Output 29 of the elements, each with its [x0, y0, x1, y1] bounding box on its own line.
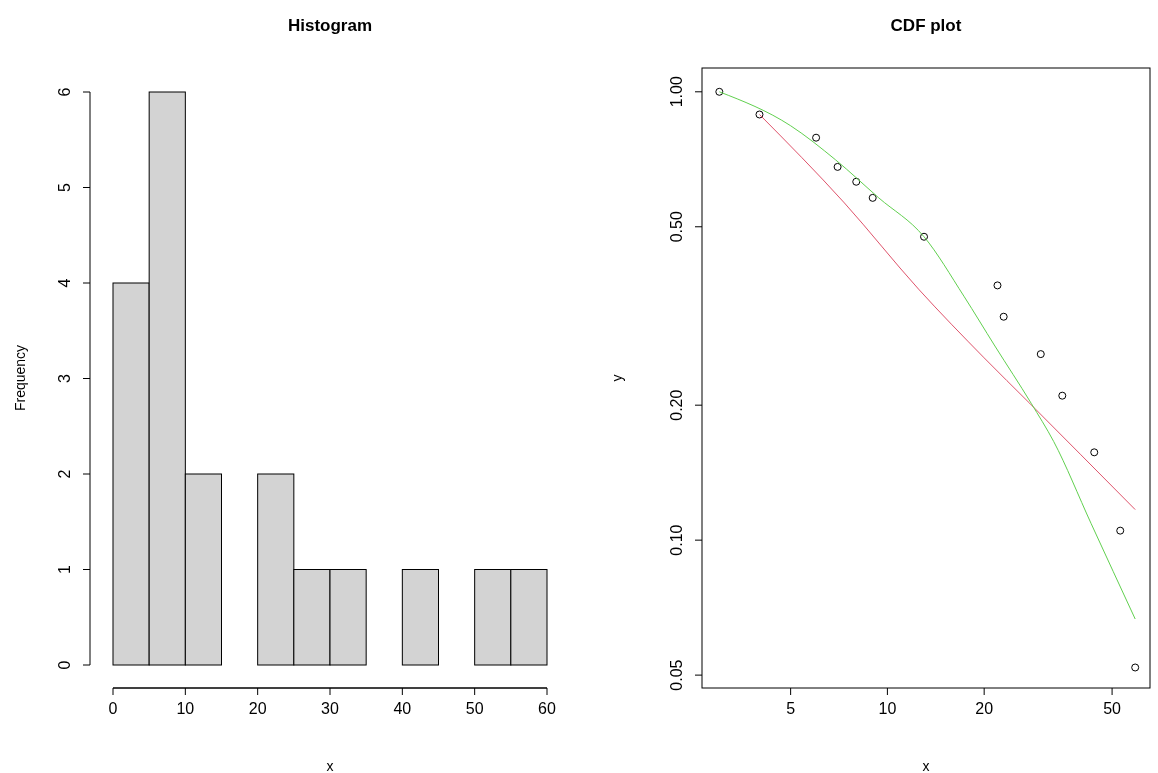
- x-axis-title: x: [326, 758, 334, 773]
- x-tick-label: 50: [465, 700, 484, 717]
- y-tick-label: 0.05: [668, 659, 685, 691]
- y-tick-label: 1.00: [668, 76, 685, 108]
- x-tick-label: 40: [393, 700, 412, 717]
- x-tick-label: 10: [176, 700, 195, 717]
- y-tick-label: 3: [56, 373, 73, 383]
- x-tick-label: 30: [321, 700, 339, 717]
- y-tick-label: 6: [56, 87, 73, 97]
- x-tick-label: 20: [975, 700, 994, 717]
- y-tick-label: 0.20: [668, 389, 685, 421]
- y-tick-label: 1: [56, 564, 73, 574]
- chart-title: Histogram: [287, 16, 373, 35]
- chart-title: CDF plot: [890, 16, 962, 35]
- y-tick-label: 0.10: [668, 524, 685, 556]
- x-tick-label: 60: [538, 700, 556, 717]
- y-tick-label: 2: [56, 469, 73, 479]
- x-tick-label: 0: [108, 700, 118, 717]
- x-tick-label: 10: [878, 700, 897, 717]
- y-axis-title: y: [609, 374, 625, 382]
- x-tick-label: 5: [786, 700, 796, 717]
- x-tick-label: 20: [248, 700, 267, 717]
- x-tick-label: 50: [1103, 700, 1122, 717]
- y-tick-label: 0: [56, 660, 73, 670]
- y-tick-label: 0.50: [668, 211, 685, 243]
- x-axis-title: x: [922, 758, 930, 773]
- y-tick-label: 4: [56, 278, 73, 288]
- y-axis-title: Frequency: [12, 344, 28, 412]
- y-tick-label: 5: [56, 182, 73, 192]
